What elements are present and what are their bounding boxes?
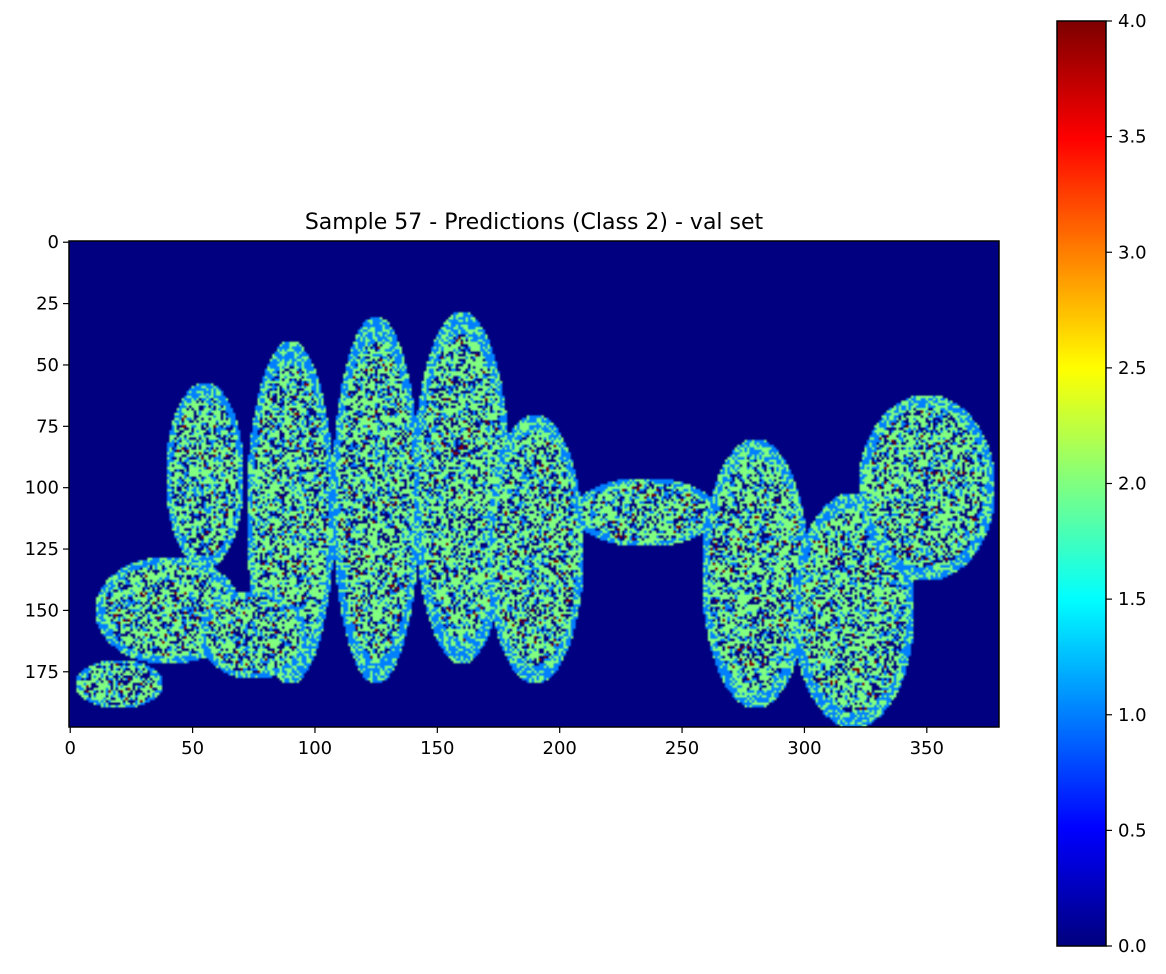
y-tick-label: 100 xyxy=(25,478,59,499)
colorbar-tick-label: 1.0 xyxy=(1118,705,1147,726)
x-tick-label: 200 xyxy=(543,738,577,759)
colorbar-tick-label: 0.5 xyxy=(1118,820,1147,841)
colorbar-tick-label: 4.0 xyxy=(1118,11,1147,32)
y-tick-label: 150 xyxy=(25,600,59,621)
x-tick-label: 50 xyxy=(181,738,204,759)
colorbar-tick-label: 3.5 xyxy=(1118,127,1147,148)
colorbar-tick-label: 2.5 xyxy=(1118,358,1147,379)
y-axis: 0 25 50 75 100 125 150 175 xyxy=(25,232,69,683)
x-tick-label: 100 xyxy=(298,738,332,759)
x-tick-label: 0 xyxy=(64,738,75,759)
colorbar-tick-label: 1.5 xyxy=(1118,589,1147,610)
y-tick-label: 50 xyxy=(36,355,59,376)
y-tick-label: 175 xyxy=(25,662,59,683)
x-tick-label: 150 xyxy=(420,738,454,759)
y-tick-label: 0 xyxy=(48,232,59,253)
colorbar-tick-label: 2.0 xyxy=(1118,474,1147,495)
colorbar-tick-label: 0.0 xyxy=(1118,936,1147,957)
colorbar-gradient xyxy=(1057,21,1106,946)
heatmap-image xyxy=(69,241,999,727)
x-tick-label: 250 xyxy=(665,738,699,759)
y-tick-label: 25 xyxy=(36,294,59,315)
heatmap-frame xyxy=(68,240,1000,728)
colorbar-axis: 0.0 0.5 1.0 1.5 2.0 2.5 3.0 3.5 4.0 xyxy=(1106,11,1147,957)
x-tick-label: 350 xyxy=(910,738,944,759)
y-tick-label: 125 xyxy=(25,539,59,560)
colorbar-tick-label: 3.0 xyxy=(1118,242,1147,263)
x-axis: 0 50 100 150 200 250 300 350 xyxy=(64,727,944,759)
x-tick-label: 300 xyxy=(787,738,821,759)
chart-title: Sample 57 - Predictions (Class 2) - val … xyxy=(305,210,764,235)
y-tick-label: 75 xyxy=(36,416,59,437)
